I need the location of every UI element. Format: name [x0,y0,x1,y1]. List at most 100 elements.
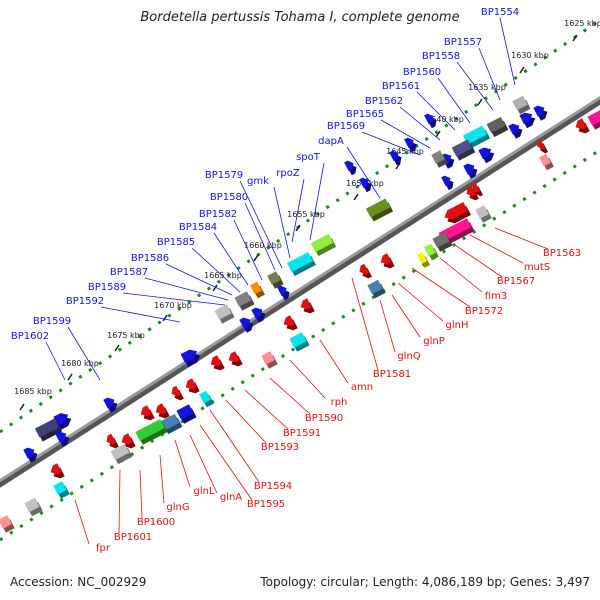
forward-gene [463,163,475,175]
forward-gene [359,177,369,189]
reverse-gene [283,315,295,327]
reverse-leader-line [411,267,471,308]
forward-leader-line [239,180,283,269]
forward-gene [23,447,35,459]
reverse-gene-label: rph [331,397,348,408]
reverse-leader-line [199,424,253,501]
reverse-gene-label: BP1594 [254,481,292,492]
forward-gene-label: BP1585 [157,237,195,248]
map-title: Bordetella pertussis Tohama I, complete … [140,10,460,25]
forward-gene [404,137,414,149]
reverse-leader-line [469,234,524,264]
forward-gene [451,139,473,157]
ruler-tick [253,254,259,262]
reverse-leader-line [189,434,218,494]
reverse-gene [475,205,489,219]
reverse-leader-line [351,277,379,371]
forward-gene [103,397,115,409]
reverse-gene-label: BP1591 [283,428,321,439]
forward-gene [478,147,492,160]
reverse-gene-label: BP1590 [305,413,343,424]
forward-leader-line [361,131,421,156]
forward-leader-line [165,263,233,296]
forward-gene-label: BP1569 [327,121,365,132]
reverse-gene-label: amn [351,382,373,393]
reverse-gene-label: mutS [524,262,550,273]
reverse-gene-label: BP1572 [465,306,503,317]
reverse-gene [575,118,587,130]
reverse-gene [380,253,392,265]
forward-gene-label: BP1579 [205,170,243,181]
ruler-label: 1665 kbp [204,271,242,280]
ruler-label: 1635 kbp [468,83,506,92]
forward-gene-label: BP1602 [11,331,49,342]
reverse-gene-label: BP1563 [543,248,581,259]
backbone-line [0,95,600,483]
reverse-gene [50,463,62,475]
forward-gene [508,123,520,135]
forward-gene [34,418,60,438]
forward-gene [424,113,434,125]
reverse-gene-label: BP1581 [373,369,411,380]
ruler-label: 1645 kbp [386,147,424,156]
forward-gene [519,112,533,125]
reverse-gene [228,351,240,363]
forward-gene-label: BP1592 [66,296,104,307]
forward-leader-line [478,47,501,101]
forward-gene-label: BP1560 [403,67,441,78]
reverse-gene [289,332,307,348]
reverse-gene-label: fpr [96,543,111,554]
forward-gene [55,431,67,443]
forward-leader-line [191,247,241,293]
forward-gene [180,349,198,364]
reverse-leader-line [74,499,90,545]
reverse-leader-line [244,389,289,430]
forward-gene-label: BP1582 [199,209,237,220]
forward-gene [512,95,528,111]
forward-gene-label: BP1584 [179,222,217,233]
forward-gene-label: spoT [296,152,321,163]
reverse-leader-line [225,399,267,444]
ruler-label: 1675 kbp [107,331,145,340]
forward-leader-line [273,186,291,259]
forward-gene-label: rpoZ [276,168,300,179]
accession-label: Accession: NC_002929 [10,575,147,589]
ruler-label: 1685 kbp [14,387,52,396]
reverse-gene [53,481,67,495]
forward-gene [251,307,263,319]
reverse-gene [110,443,130,461]
reverse-gene-label: glnH [446,320,469,331]
forward-gene-label: gmk [247,176,269,187]
ruler-tick [519,66,525,74]
forward-leader-line [416,91,456,131]
reverse-gene-label: glnA [220,492,242,503]
forward-leader-line [499,17,516,86]
forward-leader-line [233,219,263,281]
forward-gene [310,233,334,253]
forward-gene [234,291,252,307]
ruler-tick [19,403,25,411]
forward-leader-line [67,326,101,381]
reverse-gene [121,433,133,445]
reverse-gene [160,413,180,431]
reverse-gene [587,110,600,126]
forward-leader-line [309,162,325,241]
ruler-label: 1630 kbp [511,51,549,60]
ruler-tick [295,224,301,232]
forward-gene [53,413,69,426]
reverse-gene-label: glnQ [397,351,420,362]
forward-leader-line [399,106,441,141]
forward-leader-line [244,202,276,271]
forward-gene-label: BP1599 [33,316,71,327]
ruler-tick [395,162,401,170]
forward-gene-label: BP1558 [422,51,460,62]
reverse-gene [367,279,383,295]
ruler-label: 1625 kbp [564,19,600,28]
forward-gene [214,304,232,320]
forward-leader-line [122,292,226,306]
ruler-tick [435,130,441,138]
reverse-gene [359,263,369,275]
reverse-leader-line [494,227,549,250]
forward-leader-line [144,277,229,301]
